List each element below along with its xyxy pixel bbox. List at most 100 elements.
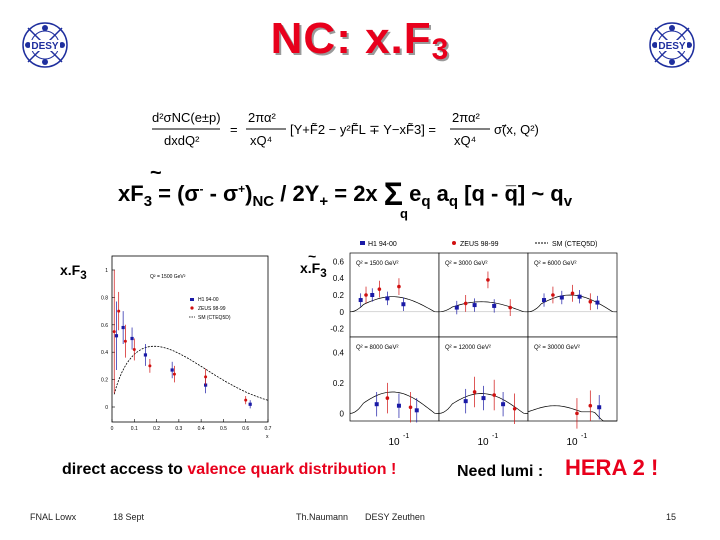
left-zeus-point bbox=[123, 339, 127, 343]
left-zeus-point bbox=[204, 375, 208, 379]
right-panel: Q² = 6000 GeV² bbox=[527, 252, 618, 338]
left-ytick-label: 0.8 bbox=[101, 295, 108, 301]
right-ytick-bottom: 0.2 bbox=[333, 379, 345, 388]
right-zeus-point bbox=[575, 411, 579, 416]
right-xtick-label: 10 bbox=[566, 437, 578, 448]
right-h1-point bbox=[358, 298, 363, 303]
right-h1-point bbox=[542, 298, 547, 303]
eq-sup-plus: + bbox=[238, 182, 246, 196]
logo-right-text: DESY bbox=[658, 41, 686, 52]
right-ylabel-sub: 3 bbox=[320, 266, 327, 280]
left-xtick-label: 0.5 bbox=[220, 426, 227, 432]
right-panel-q2-label: Q² = 6000 GeV² bbox=[534, 261, 577, 267]
xf3-equation: ~ xF3 = (σ- - σ+)NC / 2Y+ = 2x Σ eq aq [… bbox=[118, 162, 573, 221]
right-zeus-point bbox=[588, 299, 593, 304]
right-h1-point bbox=[559, 295, 564, 300]
title-subscript: 3 bbox=[431, 33, 450, 66]
right-zeus-point bbox=[397, 284, 401, 289]
right-zeus-point bbox=[486, 278, 490, 282]
right-legend-zeus: ZEUS 98-99 bbox=[460, 241, 499, 248]
right-panel-q2-label: Q² = 12000 GeV² bbox=[445, 345, 491, 351]
left-h1-point bbox=[143, 353, 148, 357]
right-h1-point bbox=[385, 296, 390, 301]
left-h1-point bbox=[121, 325, 125, 330]
left-ytick-label: 1 bbox=[105, 268, 108, 274]
right-zeus-point bbox=[570, 291, 575, 296]
left-ytick-label: 0 bbox=[105, 405, 108, 411]
left-ylabel-text: x.F bbox=[60, 262, 81, 278]
right-panel-frame bbox=[349, 336, 440, 422]
formula-bracket: [Y+F̃2 − y²F̃L ∓ Y−xF̃3] = bbox=[290, 122, 436, 137]
formula-lhs-denominator: dxdQ² bbox=[164, 133, 200, 148]
left-h1-point bbox=[248, 402, 252, 406]
right-ytick-bottom: 0.4 bbox=[333, 348, 345, 357]
left-h1-point bbox=[170, 368, 174, 372]
desy-logo-left: DESY bbox=[22, 22, 68, 68]
footer-page-number: 15 bbox=[666, 512, 677, 522]
left-zeus-point bbox=[117, 309, 121, 313]
formula-frac1-numerator: 2πα² bbox=[248, 110, 277, 125]
right-ytick-top: 0.2 bbox=[333, 291, 345, 300]
sum-index: q bbox=[400, 206, 408, 221]
eq-part1: xF bbox=[118, 181, 144, 206]
eq-sub-nc: NC bbox=[252, 193, 275, 210]
right-h1-point bbox=[370, 293, 375, 297]
right-ytick-top: 0.6 bbox=[333, 257, 345, 266]
left-legend-sm: SM (CTEQ5D) bbox=[198, 315, 231, 321]
left-xtick-label: 0.4 bbox=[198, 426, 205, 432]
right-panel-q2-label: Q² = 1500 GeV² bbox=[356, 261, 399, 267]
right-zeus-point bbox=[364, 293, 368, 297]
right-h1-point bbox=[577, 294, 582, 299]
eq-part6: = 2x bbox=[328, 181, 384, 206]
left-zeus-point bbox=[244, 398, 248, 402]
eq-sub1: 3 bbox=[143, 193, 153, 210]
right-zeus-point bbox=[512, 406, 517, 411]
left-data-points bbox=[112, 270, 252, 409]
right-zeus-point bbox=[463, 301, 468, 306]
eq-sub-q1: q bbox=[421, 193, 431, 210]
left-zeus-point bbox=[148, 364, 152, 368]
right-h1-point bbox=[597, 405, 602, 410]
left-xtick-label: 0.1 bbox=[131, 426, 138, 432]
left-xlabel: x bbox=[266, 434, 269, 440]
formula-frac2-numerator: 2πα² bbox=[452, 110, 481, 125]
footer-institute: DESY Zeuthen bbox=[365, 512, 425, 522]
logo-left-text: DESY bbox=[31, 41, 59, 52]
left-ytick-label: 0.4 bbox=[101, 350, 108, 356]
right-h1-point bbox=[492, 303, 497, 308]
right-ylabel-text: x.F bbox=[300, 260, 321, 276]
right-xtick-label: 10 bbox=[388, 437, 400, 448]
left-ylabel-sub: 3 bbox=[80, 268, 87, 282]
eq-part4: ) bbox=[245, 181, 253, 206]
right-panel-q2-label: Q² = 30000 GeV² bbox=[534, 345, 580, 351]
right-ytick-top: 0 bbox=[340, 308, 345, 317]
right-panel: Q² = 8000 GeV² bbox=[349, 336, 440, 423]
eq-sigma: Σ bbox=[383, 176, 403, 212]
right-ytick-bottom: 0 bbox=[340, 409, 345, 418]
right-h1-point bbox=[595, 300, 600, 305]
formula-equals: = bbox=[230, 122, 238, 137]
need-lumi-text: Need lumi : bbox=[457, 463, 544, 480]
right-panel-q2-label: Q² = 3000 GeV² bbox=[445, 261, 488, 267]
eq-sub-v: v bbox=[563, 193, 573, 210]
right-ytick-top: -0.2 bbox=[330, 325, 344, 334]
left-xtick-label: 0.7 bbox=[265, 426, 272, 432]
conclusion-text2: valence quark distribution ! bbox=[187, 461, 397, 478]
hera2-text: HERA 2 ! bbox=[565, 455, 659, 480]
right-xf3-panels: H1 94-00 ZEUS 98-99 SM (CTEQ5D) 0.6 0.4 0.… bbox=[330, 241, 618, 448]
left-h1-point bbox=[114, 334, 119, 338]
right-ylabel-tilde: ~ bbox=[308, 248, 317, 264]
right-sm-curve bbox=[349, 391, 439, 414]
left-xf3-chart: Q² = 1500 GeV² H1 94-00 ZEUS 98-99 SM (C… bbox=[101, 255, 272, 440]
left-h1-point bbox=[130, 336, 134, 341]
right-xtick-exponent: -1 bbox=[581, 433, 587, 440]
left-xtick-label: 0.3 bbox=[175, 426, 182, 432]
footer-date: 18 Sept bbox=[113, 512, 145, 522]
right-h1-point bbox=[481, 396, 486, 401]
right-legend: H1 94-00 ZEUS 98-99 SM (CTEQ5D) bbox=[360, 241, 598, 248]
right-h1-point bbox=[401, 302, 406, 307]
eq-sup-minus: - bbox=[199, 182, 204, 196]
conclusion-text1: direct access to bbox=[62, 461, 188, 478]
footer-author: Th.Naumann bbox=[296, 512, 349, 522]
right-h1-point bbox=[414, 408, 419, 413]
